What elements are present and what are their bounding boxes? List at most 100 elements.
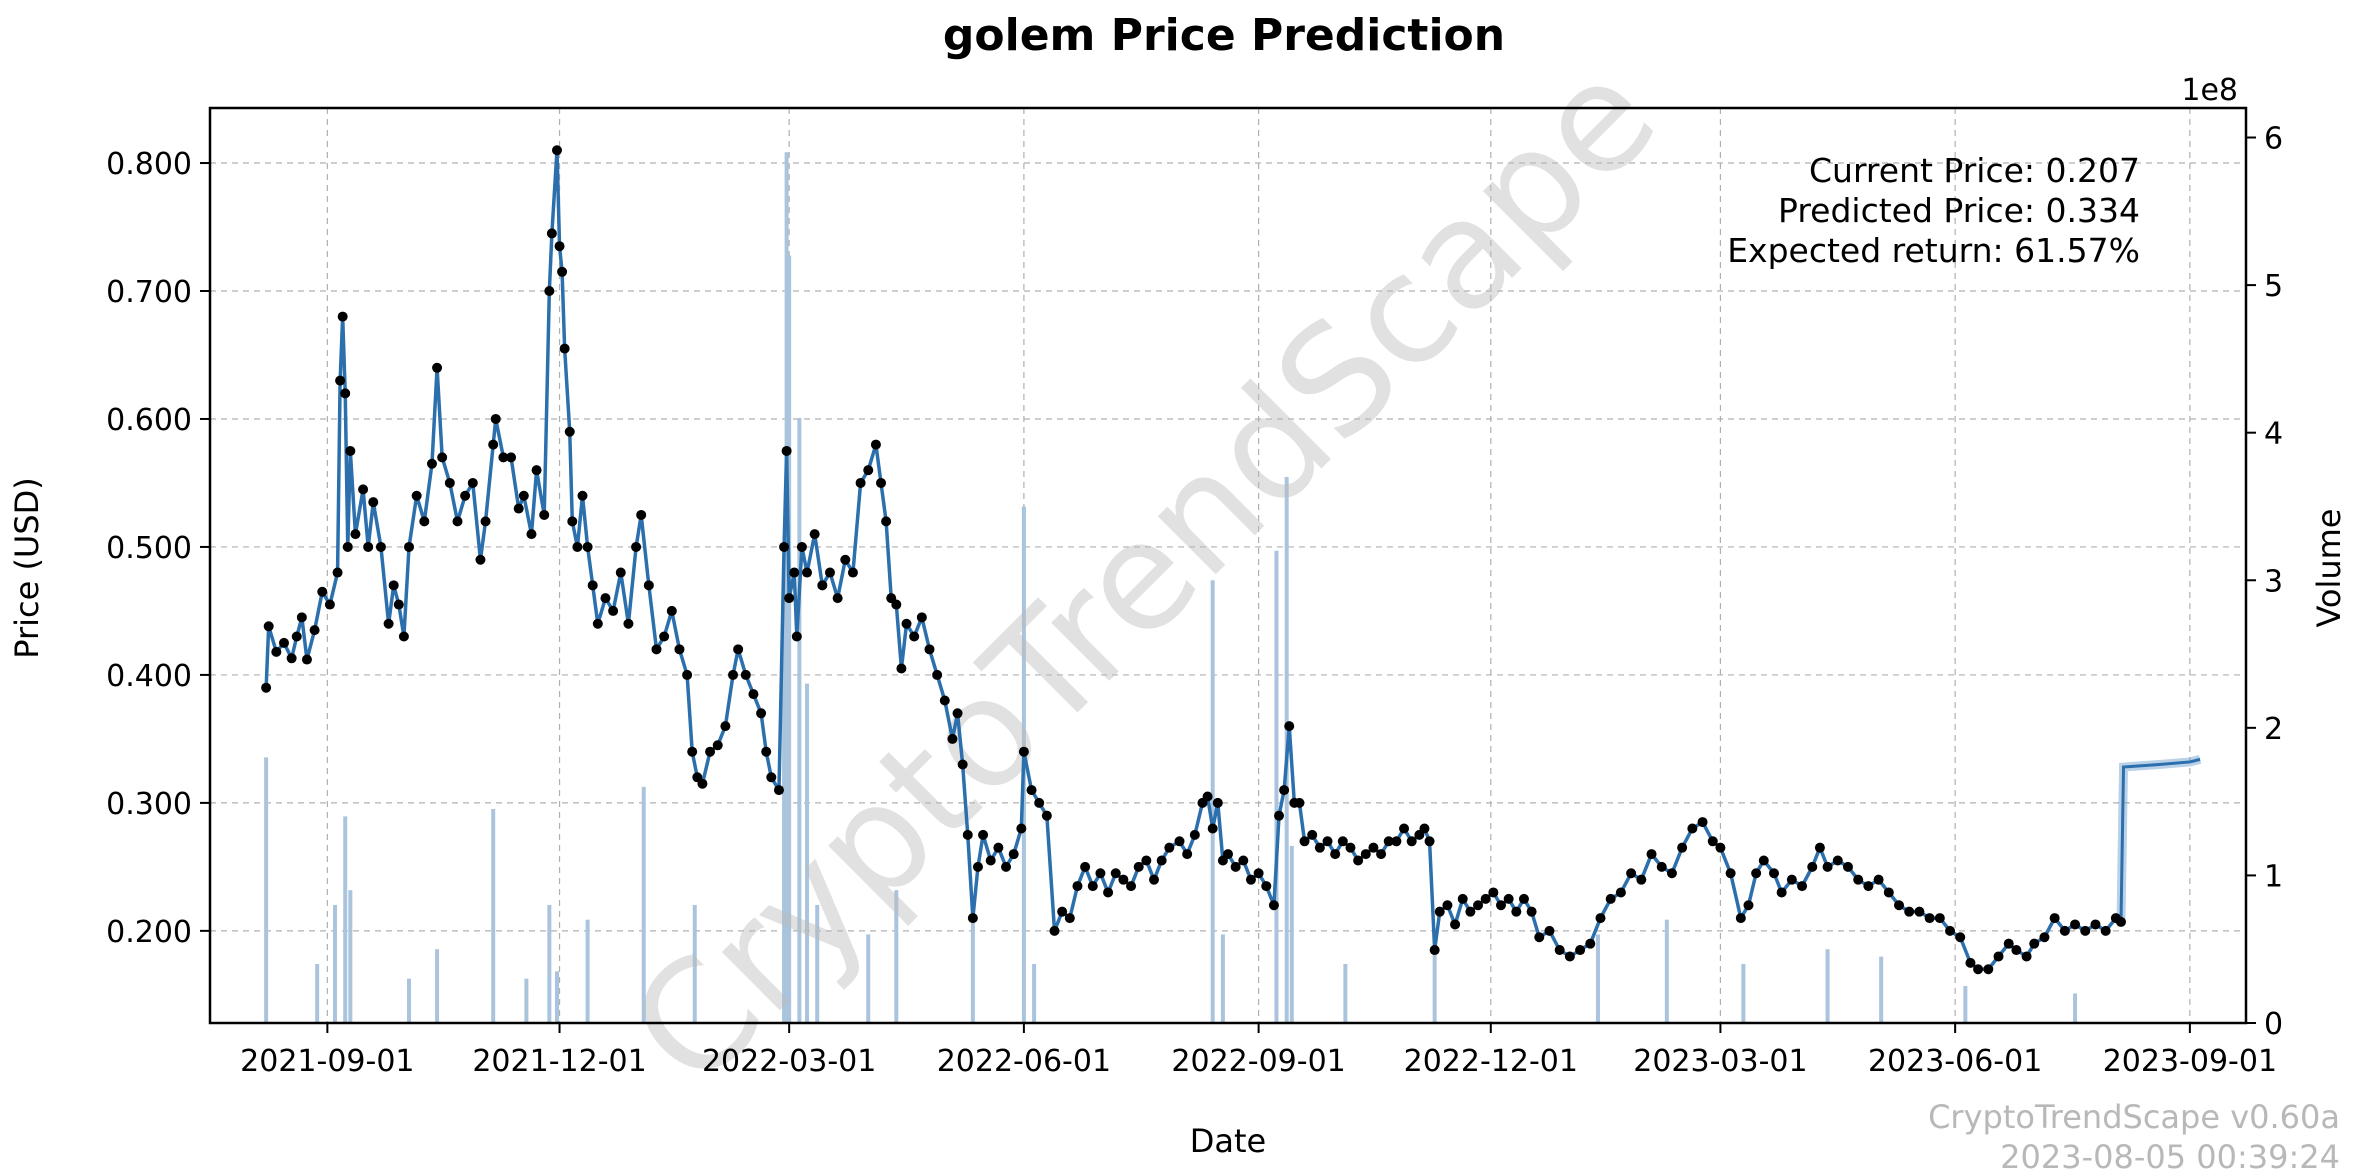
price-point bbox=[345, 445, 356, 456]
price-point bbox=[809, 529, 820, 540]
volume-tick-label: 4 bbox=[2264, 417, 2283, 452]
x-tick-label: 2023-09-01 bbox=[2103, 1044, 2277, 1079]
price-point bbox=[1299, 836, 1310, 847]
price-point bbox=[1057, 906, 1068, 917]
x-tick-label: 2023-03-01 bbox=[1633, 1044, 1807, 1079]
volume-bar bbox=[782, 580, 787, 1023]
price-point bbox=[891, 599, 902, 610]
price-point bbox=[870, 439, 881, 450]
price-point bbox=[1973, 964, 1984, 975]
volume-tick-label: 0 bbox=[2264, 1007, 2283, 1042]
price-point bbox=[460, 490, 471, 501]
price-point bbox=[1768, 868, 1779, 879]
price-point bbox=[1526, 906, 1537, 917]
price-point bbox=[1212, 797, 1223, 808]
price-point bbox=[1149, 874, 1160, 885]
price-point bbox=[1554, 945, 1565, 956]
x-tick-label: 2022-09-01 bbox=[1171, 1044, 1345, 1079]
price-point bbox=[1118, 874, 1129, 885]
volume-bar bbox=[585, 919, 590, 1023]
price-point bbox=[518, 490, 529, 501]
price-point bbox=[824, 567, 835, 578]
volume-bar bbox=[547, 904, 552, 1023]
price-point bbox=[712, 740, 723, 751]
price-point bbox=[592, 618, 603, 629]
price-point bbox=[1914, 906, 1925, 917]
volume-bars bbox=[264, 152, 2078, 1024]
price-point bbox=[383, 618, 394, 629]
price-point bbox=[2039, 932, 2050, 943]
price-point bbox=[375, 541, 386, 552]
price-point bbox=[1677, 842, 1688, 853]
price-point bbox=[2100, 925, 2111, 936]
price-point bbox=[1253, 868, 1264, 879]
watermark: CryptoTrendScape bbox=[599, 29, 1690, 1120]
chart-title: golem Price Prediction bbox=[943, 10, 1505, 61]
price-point bbox=[363, 541, 374, 552]
price-point bbox=[1261, 881, 1272, 892]
volume-bar bbox=[1741, 963, 1746, 1023]
volume-bar bbox=[1825, 949, 1830, 1023]
expected-return-annotation: Expected return: 61.57% bbox=[1727, 231, 2140, 270]
price-point bbox=[687, 746, 698, 757]
y-tick-label: 0.700 bbox=[106, 275, 192, 310]
price-point bbox=[564, 426, 575, 437]
price-point bbox=[1534, 932, 1545, 943]
price-point bbox=[1064, 913, 1075, 924]
price-point bbox=[278, 637, 289, 648]
price-point bbox=[1230, 861, 1241, 872]
volume-bar bbox=[407, 978, 412, 1023]
price-point bbox=[1894, 900, 1905, 911]
volume-tick-label: 2 bbox=[2264, 712, 2283, 747]
price-point bbox=[666, 605, 677, 616]
price-point bbox=[1814, 842, 1825, 853]
price-point bbox=[705, 746, 716, 757]
price-point bbox=[467, 477, 478, 488]
price-point bbox=[636, 509, 647, 520]
price-point bbox=[1095, 868, 1106, 879]
price-point bbox=[2080, 925, 2091, 936]
price-point bbox=[1993, 951, 2004, 962]
price-point bbox=[1488, 887, 1499, 898]
price-point bbox=[544, 286, 555, 296]
price-point bbox=[1863, 881, 1874, 892]
footer-version: CryptoTrendScape v0.60a bbox=[1928, 1098, 2340, 1136]
price-point bbox=[1715, 842, 1726, 853]
price-point bbox=[600, 593, 611, 604]
volume-bar bbox=[1274, 550, 1279, 1023]
y-tick-label: 0.400 bbox=[106, 659, 192, 694]
price-point bbox=[1189, 829, 1200, 840]
price-point bbox=[368, 497, 379, 508]
price-point bbox=[1924, 913, 1935, 924]
price-point bbox=[1743, 900, 1754, 911]
price-point bbox=[1360, 849, 1371, 860]
price-point bbox=[1279, 785, 1290, 796]
price-point bbox=[962, 829, 973, 840]
volume-bar bbox=[333, 904, 338, 1023]
price-point bbox=[1330, 849, 1341, 860]
price-point bbox=[572, 541, 583, 552]
volume-bar bbox=[554, 971, 559, 1023]
price-point bbox=[1575, 945, 1586, 956]
price-point bbox=[1245, 874, 1256, 885]
price-point bbox=[301, 654, 312, 665]
y-tick-label: 0.800 bbox=[106, 147, 192, 182]
volume-bar bbox=[692, 904, 697, 1023]
price-point bbox=[1284, 721, 1295, 732]
x-axis-ticks: 2021-09-01 2021-12-01 2022-03-01 2022-06-01… bbox=[240, 1023, 2277, 1079]
price-point bbox=[1480, 893, 1491, 904]
volume-bar bbox=[1595, 934, 1600, 1023]
volume-bar bbox=[343, 816, 348, 1023]
price-point bbox=[623, 618, 634, 629]
price-point bbox=[1442, 900, 1453, 911]
volume-bar bbox=[1432, 949, 1437, 1023]
price-point bbox=[1268, 900, 1279, 911]
volume-bar bbox=[1664, 919, 1669, 1023]
price-point bbox=[1016, 823, 1027, 834]
volume-bar bbox=[264, 757, 269, 1023]
price-point bbox=[404, 541, 415, 552]
price-point bbox=[1376, 849, 1387, 860]
volume-bar bbox=[1210, 580, 1215, 1023]
price-point bbox=[291, 631, 302, 642]
price-point bbox=[1424, 836, 1435, 847]
